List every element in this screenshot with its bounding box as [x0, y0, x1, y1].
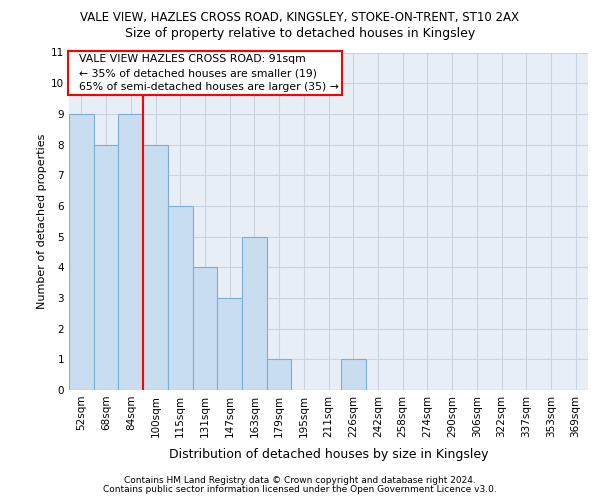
Text: Size of property relative to detached houses in Kingsley: Size of property relative to detached ho… [125, 28, 475, 40]
Bar [118, 114, 143, 390]
X-axis label: Distribution of detached houses by size in Kingsley: Distribution of detached houses by size … [169, 448, 488, 461]
Bar [267, 360, 292, 390]
Text: Contains HM Land Registry data © Crown copyright and database right 2024.: Contains HM Land Registry data © Crown c… [124, 476, 476, 485]
Bar [94, 144, 118, 390]
Bar [341, 360, 365, 390]
Y-axis label: Number of detached properties: Number of detached properties [37, 134, 47, 309]
Text: Contains public sector information licensed under the Open Government Licence v3: Contains public sector information licen… [103, 485, 497, 494]
Bar [69, 114, 94, 390]
Bar [193, 268, 217, 390]
Bar [168, 206, 193, 390]
Bar [217, 298, 242, 390]
Bar [242, 236, 267, 390]
Text: VALE VIEW HAZLES CROSS ROAD: 91sqm
  ← 35% of detached houses are smaller (19)
 : VALE VIEW HAZLES CROSS ROAD: 91sqm ← 35%… [71, 54, 338, 92]
Bar [143, 144, 168, 390]
Text: VALE VIEW, HAZLES CROSS ROAD, KINGSLEY, STOKE-ON-TRENT, ST10 2AX: VALE VIEW, HAZLES CROSS ROAD, KINGSLEY, … [80, 11, 520, 24]
